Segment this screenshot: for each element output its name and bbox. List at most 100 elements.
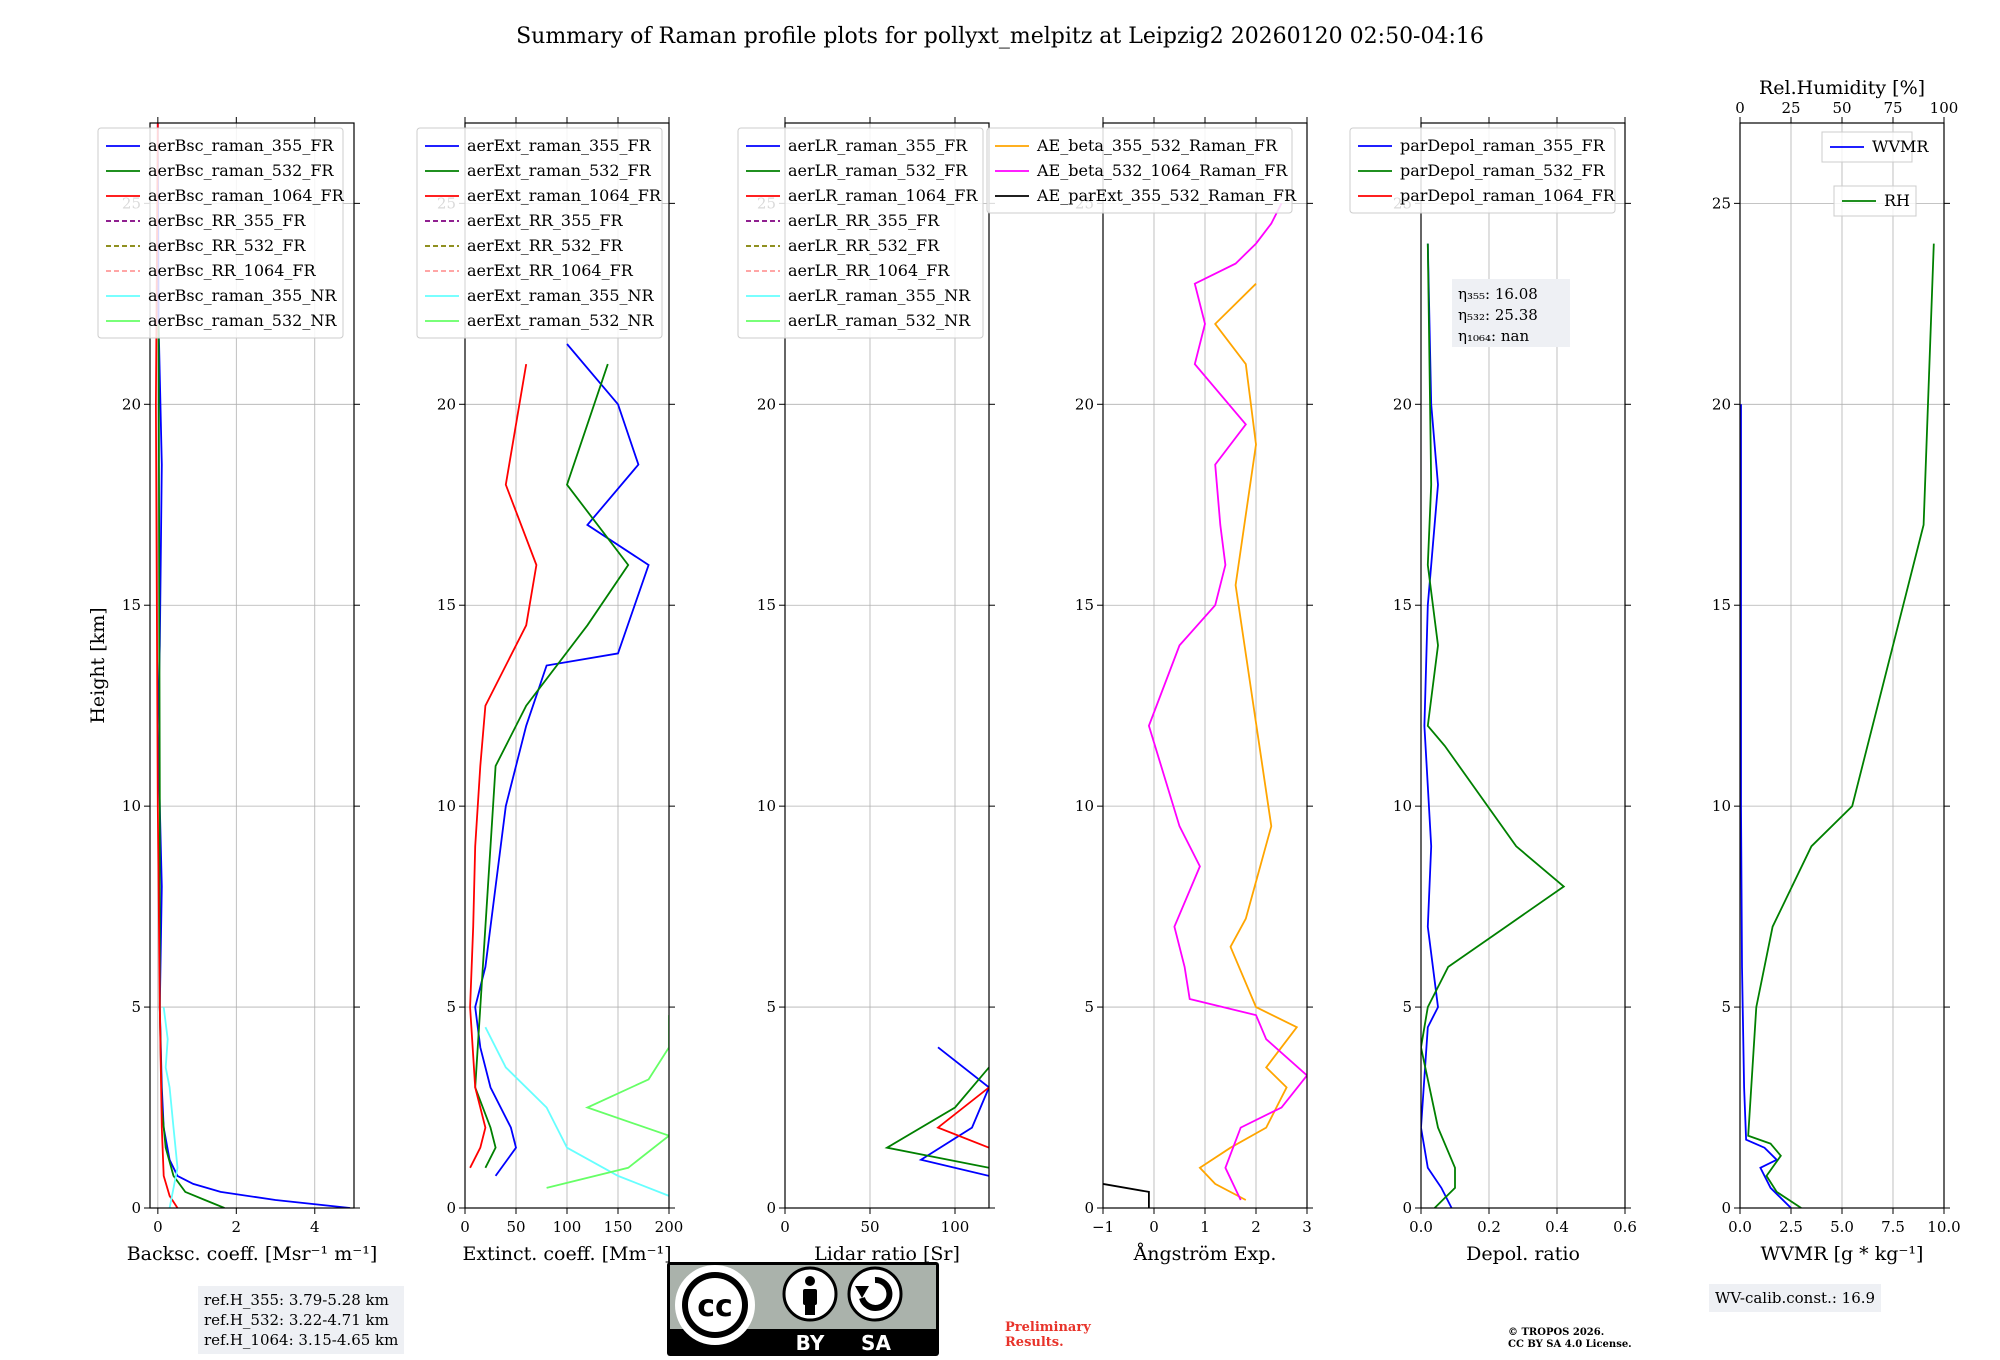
x-tick-label: 0.6	[1613, 1218, 1637, 1236]
x-axis-label: WVMR [g * kg⁻¹]	[1761, 1243, 1924, 1265]
legend-box	[986, 127, 1293, 214]
x-tick-label: 100	[553, 1218, 582, 1236]
figure-title: Summary of Raman profile plots for polly…	[516, 24, 1484, 49]
legend-label: aerLR_RR_355_FR	[788, 211, 940, 230]
panel-backscatter: 0240510152025Backsc. coeff. [Msr⁻¹ m⁻¹]H…	[87, 117, 377, 1265]
top-tick-label: 100	[1930, 99, 1959, 117]
series-line-aerExt_raman_532_FR	[474, 363, 630, 1169]
legend-backscatter: aerBsc_raman_355_FR aerBsc_raman_532_FRae…	[97, 127, 345, 339]
legend-label: AE_beta_355_532_Raman_FR	[1036, 136, 1278, 155]
x-tick-label: 7.5	[1881, 1218, 1905, 1236]
legend-label: aerLR_raman_1064_FR	[788, 186, 978, 205]
y-tick-label: 20	[437, 395, 456, 413]
legend-box	[416, 127, 663, 339]
x-axis-label: Backsc. coeff. [Msr⁻¹ m⁻¹]	[127, 1243, 378, 1265]
series-line-aerExt_raman_532_NR	[546, 1015, 669, 1189]
wv-calibration-constant: WV-calib.const.: 16.9	[1715, 1289, 1876, 1307]
eta-value: η₁₀₆₄: nan	[1458, 327, 1529, 345]
ref-height-355: ref.H_355: 3.79-5.28 km	[204, 1291, 389, 1309]
series-line-aerLR_raman_532_FR	[884, 1066, 989, 1169]
x-tick-label: 0.2	[1477, 1218, 1501, 1236]
y-tick-label: 15	[1393, 596, 1412, 614]
legend-label: aerExt_RR_1064_FR	[467, 261, 634, 280]
ref-height-532: ref.H_532: 3.22-4.71 km	[204, 1311, 389, 1329]
legend-label: parDepol_raman_532_FR	[1400, 161, 1606, 180]
legend-label: aerLR_RR_1064_FR	[788, 261, 950, 280]
eta-value: η₅₃₂: 25.38	[1458, 306, 1538, 324]
reference-height-box: ref.H_355: 3.79-5.28 km ref.H_532: 3.22-…	[198, 1286, 405, 1354]
y-tick-label: 0	[766, 1199, 776, 1217]
x-tick-label: 2	[1251, 1218, 1261, 1236]
y-tick-label: 5	[1084, 998, 1094, 1016]
y-tick-label: 20	[1393, 395, 1412, 413]
legend-label: aerBsc_raman_532_NR	[148, 311, 337, 330]
series-group	[1421, 243, 1566, 1208]
y-tick-label: 20	[757, 395, 776, 413]
legend-label: aerExt_raman_355_NR	[467, 286, 655, 305]
x-tick-label: 5.0	[1830, 1218, 1854, 1236]
series-line-RH	[1747, 243, 1935, 1208]
x-tick-label: 3	[1302, 1218, 1312, 1236]
plot-frame	[1420, 122, 1626, 1209]
series-group	[884, 1046, 989, 1177]
y-tick-label: 15	[437, 596, 456, 614]
y-tick-label: 10	[122, 797, 141, 815]
x-tick-label: 2.5	[1779, 1218, 1803, 1236]
y-tick-label: 10	[757, 797, 776, 815]
by-label: BY	[796, 1331, 825, 1355]
ref-height-1064: ref.H_1064: 3.15-4.65 km	[204, 1331, 399, 1349]
legend-label: aerBsc_RR_1064_FR	[148, 261, 317, 280]
x-axis-label: Extinct. coeff. [Mm⁻¹]	[462, 1243, 671, 1265]
x-tick-label: 0	[1149, 1218, 1159, 1236]
y-tick-label: 5	[131, 998, 141, 1016]
top-axis-label: Rel.Humidity [%]	[1759, 77, 1925, 99]
y-tick-label: 0	[1721, 1199, 1731, 1217]
y-tick-label: 0	[1402, 1199, 1412, 1217]
legend-label: aerBsc_RR_355_FR	[148, 211, 306, 230]
cc-by-sa-badge: cc BY SA	[667, 1262, 939, 1356]
series-line-AE_beta_355_532_Raman_FR	[1198, 283, 1299, 1201]
y-tick-label: 15	[1075, 596, 1094, 614]
legend-depolarization: parDepol_raman_355_FR parDepol_raman_532_…	[1349, 127, 1616, 214]
panel-angstrom: −101230510152025Ångström Exp.AE_beta_355…	[986, 117, 1313, 1265]
legend-box	[1349, 127, 1616, 214]
legend-label: parDepol_raman_355_FR	[1400, 136, 1606, 155]
x-axis-label: Depol. ratio	[1466, 1243, 1580, 1265]
x-tick-label: 150	[604, 1218, 633, 1236]
y-tick-label: 10	[1075, 797, 1094, 815]
x-tick-label: 0	[780, 1218, 790, 1236]
series-line-aerExt_raman_355_NR	[484, 1026, 669, 1197]
legend-lidar_ratio: aerLR_raman_355_FR aerLR_raman_532_FR aerL…	[737, 127, 984, 339]
legend-label: aerExt_raman_532_NR	[467, 311, 655, 330]
x-tick-label: 0	[460, 1218, 470, 1236]
legend-label: aerLR_RR_532_FR	[788, 236, 940, 255]
legend-label: parDepol_raman_1064_FR	[1400, 186, 1616, 205]
series-line-AE_beta_532_1064_Raman_FR	[1147, 202, 1307, 1201]
legend-box	[737, 127, 984, 339]
y-tick-label: 0	[1084, 1199, 1094, 1217]
y-tick-label: 25	[1712, 194, 1731, 212]
legend-label: aerLR_raman_355_NR	[788, 286, 971, 305]
y-tick-label: 15	[1712, 596, 1731, 614]
series-line-parDepol_raman_355_FR	[1421, 243, 1453, 1208]
legend-label: aerBsc_RR_532_FR	[148, 236, 306, 255]
legend-label: aerLR_raman_532_NR	[788, 311, 971, 330]
y-tick-label: 20	[1712, 395, 1731, 413]
legend-label: aerExt_raman_532_FR	[467, 161, 652, 180]
plot-frame	[784, 122, 990, 1209]
panel-wvmr: 0.0 2.5 5.0 7.5 10.0 0 5 10 15 20 25 0 25 50 75 100 Rel.…	[1712, 77, 1961, 1265]
series-group	[154, 123, 351, 1208]
legend-label: WVMR	[1872, 137, 1929, 156]
y-tick-label: 20	[1075, 395, 1094, 413]
series-line-aerExt_raman_1064_FR	[469, 363, 538, 1169]
series-line-aerLR_raman_1064_FR	[936, 1086, 989, 1149]
series-line-parDepol_raman_532_FR	[1421, 243, 1566, 1208]
y-tick-label: 0	[131, 1199, 141, 1217]
legend-label: aerBsc_raman_355_NR	[148, 286, 337, 305]
x-tick-label: 0	[153, 1218, 163, 1236]
y-tick-label: 5	[766, 998, 776, 1016]
x-axis-label: Ångström Exp.	[1133, 1243, 1277, 1265]
series-line-aerBsc_raman_1064_FR	[154, 123, 179, 1208]
x-tick-label: 1	[1200, 1218, 1210, 1236]
